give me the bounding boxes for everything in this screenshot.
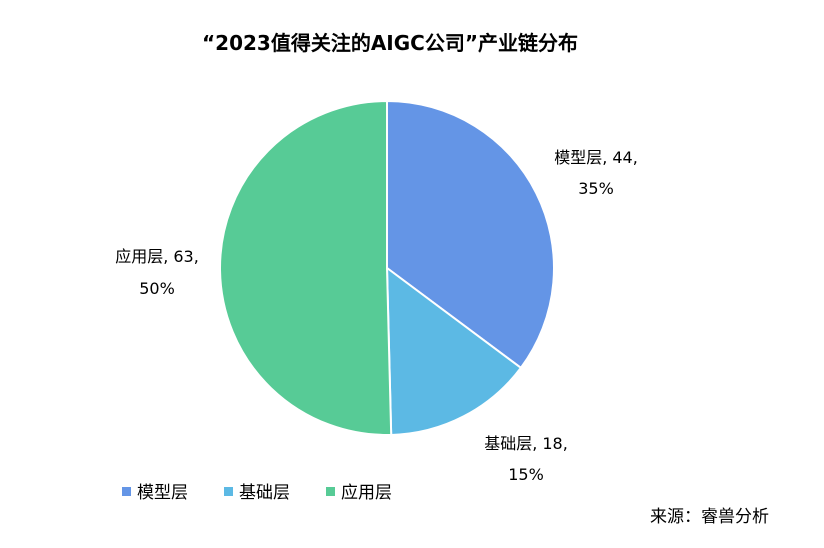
legend: 模型层 基础层 应用层 bbox=[122, 483, 392, 503]
pie-slice-2 bbox=[385, 265, 523, 436]
legend-item: 应用层 bbox=[326, 483, 392, 503]
data-label-name-value: 模型层, 44, bbox=[554, 148, 638, 167]
pie-slice-1 bbox=[386, 99, 555, 370]
data-label-percent: 15% bbox=[508, 465, 544, 484]
data-label-name-value: 基础层, 18, bbox=[484, 434, 568, 453]
data-labels: 模型层, 44, 35% 基础层, 18, 15% 应用层, 63, 50% bbox=[115, 148, 638, 484]
legend-swatch bbox=[122, 487, 131, 496]
pie-slice-3 bbox=[219, 99, 393, 436]
pie-slices bbox=[219, 99, 555, 436]
chart-title: “2023值得关注的AIGC公司”产业链分布 bbox=[202, 31, 578, 55]
source-note: 来源：睿兽分析 bbox=[650, 507, 769, 527]
legend-item: 基础层 bbox=[224, 483, 290, 503]
data-label-name-value: 应用层, 63, bbox=[115, 247, 199, 266]
legend-label: 基础层 bbox=[239, 483, 290, 503]
data-label-percent: 35% bbox=[578, 179, 614, 198]
legend-swatch bbox=[224, 487, 233, 496]
legend-item: 模型层 bbox=[122, 483, 188, 503]
legend-swatch bbox=[326, 487, 335, 496]
legend-label: 模型层 bbox=[137, 483, 188, 503]
legend-label: 应用层 bbox=[341, 483, 392, 503]
data-label-percent: 50% bbox=[139, 279, 175, 298]
